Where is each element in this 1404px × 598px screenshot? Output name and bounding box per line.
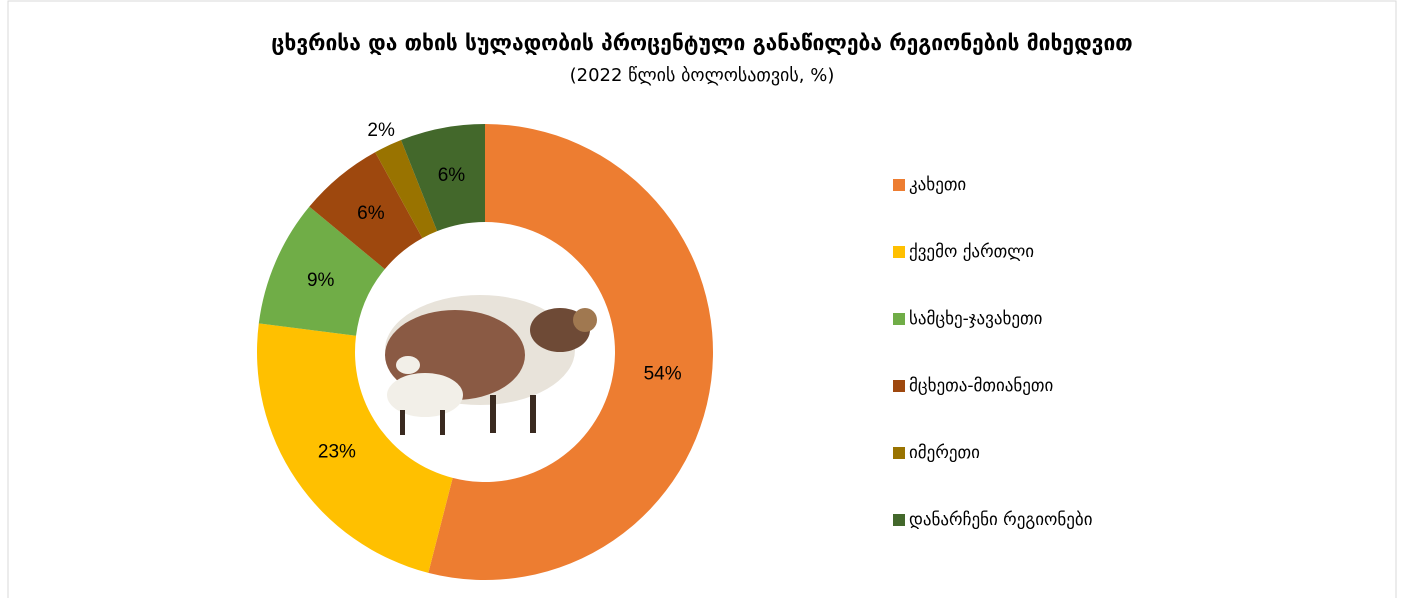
legend-label: იმერეთი <box>909 443 980 463</box>
donut-slice <box>375 140 438 239</box>
legend-swatch <box>893 380 905 392</box>
data-label: 6% <box>357 203 385 224</box>
legend-label: კახეთი <box>909 175 966 195</box>
chart-subtitle: (2022 წლის ბოლოსათვის, %) <box>570 65 835 86</box>
data-label: 9% <box>307 270 335 291</box>
donut-slice <box>257 323 453 573</box>
chart-title: ცხვრისა და თხის სულადობის პროცენტული გან… <box>271 31 1132 55</box>
donut-slice <box>258 206 385 336</box>
legend-swatch <box>893 179 905 191</box>
legend-label: დანარჩენი რეგიონები <box>909 510 1093 530</box>
legend-swatch <box>893 246 905 258</box>
legend-label: მცხეთა-მთიანეთი <box>909 376 1053 396</box>
donut-slice <box>309 152 423 270</box>
legend-label: ქვემო ქართლი <box>909 242 1034 262</box>
donut: 54% 23% 9% 6% 2% 6% <box>257 120 714 581</box>
legend-swatch <box>893 514 905 526</box>
data-label: 6% <box>438 165 466 186</box>
legend-label: სამცხე-ჯავახეთი <box>909 309 1042 329</box>
data-label: 54% <box>644 363 682 384</box>
donut-slice <box>428 124 714 581</box>
legend-swatch <box>893 447 905 459</box>
data-label: 2% <box>367 120 395 141</box>
legend-swatch <box>893 313 905 325</box>
sheep-illustration <box>385 295 597 435</box>
data-label: 23% <box>318 442 356 463</box>
donut-slice <box>401 124 485 232</box>
legend: კახეთი ქვემო ქართლი სამცხე-ჯავახეთი მცხეთა-… <box>893 175 1093 530</box>
